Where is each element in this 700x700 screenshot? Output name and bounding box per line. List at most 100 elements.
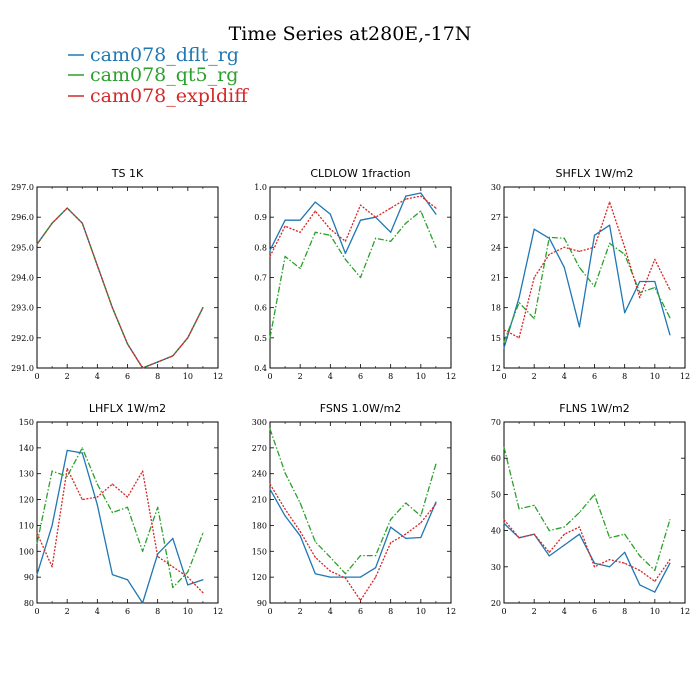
data-point	[669, 519, 671, 521]
data-point	[157, 555, 159, 558]
data-point	[299, 267, 301, 270]
panel-title: SHFLX 1W/m2	[555, 167, 633, 180]
y-tick-label: 0.4	[254, 364, 267, 373]
data-point	[654, 591, 656, 593]
data-point	[269, 249, 271, 251]
data-point	[51, 222, 53, 224]
data-point	[66, 207, 68, 209]
data-point	[593, 246, 596, 248]
data-point	[624, 246, 626, 248]
y-tick-label: 0.5	[254, 334, 267, 343]
y-tick-label: 18	[491, 304, 501, 313]
plot-frame	[503, 186, 686, 369]
data-point	[36, 542, 38, 545]
y-tick-label: 297.0	[11, 183, 34, 192]
data-point	[344, 240, 347, 242]
data-point	[284, 225, 286, 227]
plot-frame	[36, 421, 219, 604]
x-tick-label: 0	[34, 607, 39, 616]
x-tick-label: 4	[562, 607, 567, 616]
panel-title: LHFLX 1W/m2	[89, 402, 166, 415]
data-point	[593, 562, 596, 564]
x-tick-label: 12	[213, 607, 223, 616]
y-tick-label: 270	[252, 444, 267, 453]
data-point	[299, 530, 301, 533]
data-point	[344, 573, 347, 575]
y-tick-label: 294.0	[11, 274, 34, 283]
data-point	[284, 515, 286, 517]
x-tick-label: 6	[125, 607, 130, 616]
series-line-cam078_expldiff	[269, 195, 437, 257]
data-point	[563, 544, 565, 546]
data-point	[390, 240, 392, 242]
data-point	[669, 558, 671, 561]
chart-panel-3: LHFLX 1W/m2 0 2 4 6 8 10 12 80 90 100 110 120 130 140 1…	[19, 402, 223, 616]
data-point	[669, 562, 671, 564]
x-tick-label: 12	[213, 372, 223, 381]
data-point	[314, 573, 316, 575]
series-line-cam078_dflt_rg	[503, 224, 671, 349]
figure-title: Time Series at280E,-17N	[229, 23, 472, 45]
y-tick-label: 1.0	[254, 183, 267, 192]
plot-frame	[269, 421, 452, 604]
data-point	[578, 266, 581, 269]
y-tick-label: 0.9	[254, 213, 267, 222]
data-point	[51, 470, 53, 472]
data-point	[593, 234, 596, 236]
x-tick-label: 8	[622, 372, 627, 381]
x-tick-label: 2	[298, 372, 303, 381]
x-tick-label: 8	[622, 607, 627, 616]
data-point	[141, 550, 144, 552]
data-point	[187, 337, 189, 339]
series-line-cam078_qt5_rg	[269, 428, 437, 575]
data-point	[374, 576, 377, 578]
data-point	[299, 219, 301, 221]
data-point	[359, 204, 362, 206]
data-point	[533, 504, 535, 506]
y-tick-label: 24	[491, 243, 501, 252]
data-point	[654, 258, 656, 260]
data-point	[435, 463, 437, 465]
data-point	[111, 483, 114, 485]
x-tick-label: 2	[65, 607, 70, 616]
chart-panel-0: TS 1K 0 2 4 6 8 10 12 291.0 292.0 293.0 294.0 295.0 2…	[11, 167, 223, 381]
data-point	[374, 216, 377, 218]
panel-title: FLNS 1W/m2	[559, 402, 629, 415]
x-tick-label: 2	[298, 607, 303, 616]
data-point	[329, 576, 331, 578]
data-point	[639, 584, 641, 586]
panel-title: TS 1K	[111, 167, 144, 180]
y-tick-label: 296.0	[11, 213, 34, 222]
data-point	[420, 536, 422, 539]
data-point	[405, 533, 407, 535]
x-tick-label: 8	[155, 607, 160, 616]
data-point	[81, 222, 83, 224]
y-tick-label: 30	[491, 183, 501, 192]
data-point	[548, 236, 550, 238]
data-point	[157, 506, 159, 508]
data-point	[533, 276, 535, 279]
x-tick-label: 10	[183, 607, 193, 616]
panel-title: CLDLOW 1fraction	[310, 167, 410, 180]
y-tick-label: 90	[24, 573, 34, 582]
data-point	[157, 361, 159, 363]
data-point	[548, 551, 550, 553]
y-tick-label: 70	[491, 418, 501, 427]
data-point	[66, 475, 68, 477]
x-tick-label: 6	[592, 372, 597, 381]
y-tick-label: 300	[252, 418, 267, 427]
data-point	[548, 555, 550, 557]
x-tick-label: 6	[125, 372, 130, 381]
x-tick-label: 0	[267, 607, 272, 616]
data-point	[314, 541, 316, 543]
data-point	[563, 533, 565, 535]
data-point	[51, 566, 53, 568]
data-point	[639, 569, 641, 572]
data-point	[66, 467, 68, 470]
legend-entry-expldiff: cam078_expldiff	[68, 85, 249, 107]
data-point	[359, 554, 362, 557]
data-point	[390, 518, 392, 520]
y-tick-label: 150	[19, 418, 34, 427]
